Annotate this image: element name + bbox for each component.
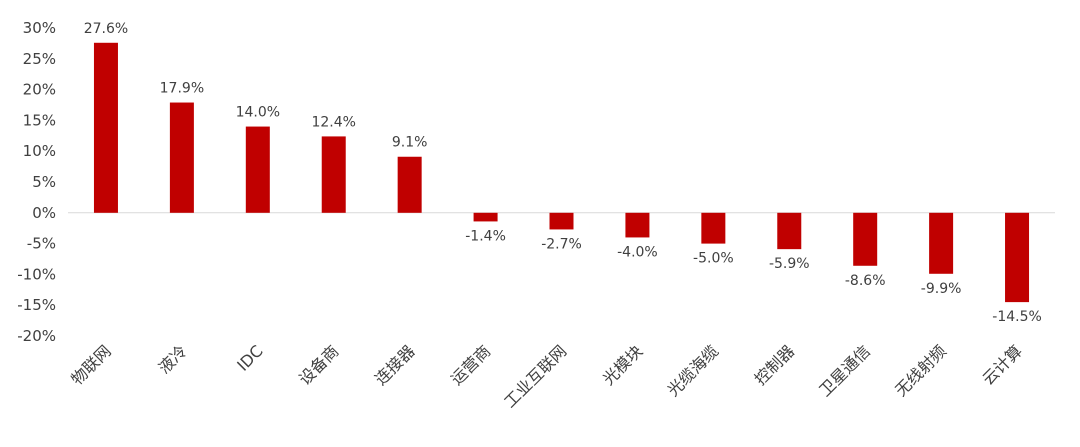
data-label: -14.5% [992, 309, 1042, 325]
category-label: 连接器 [371, 341, 418, 388]
y-tick-label: -15% [17, 296, 56, 314]
category-label: 云计算 [978, 341, 1025, 388]
bar-2 [169, 102, 194, 213]
bar-8 [625, 212, 650, 238]
bar-1 [93, 42, 118, 213]
y-tick-label: 20% [23, 81, 56, 99]
category-label: 液冷 [155, 341, 191, 377]
data-label: -4.0% [617, 244, 658, 260]
bar-7 [549, 212, 574, 230]
y-tick-label: 10% [23, 142, 56, 160]
category-label: 控制器 [751, 341, 798, 388]
y-tick-label: -20% [17, 327, 56, 345]
bar-12 [929, 212, 954, 274]
category-label: 光缆海缆 [663, 341, 722, 400]
category-label: 工业互联网 [500, 341, 570, 411]
bar-4 [321, 136, 346, 213]
data-label: 17.9% [160, 81, 204, 97]
data-label: -9.9% [921, 281, 962, 297]
bar-6 [473, 212, 498, 222]
y-tick-label: 5% [32, 173, 56, 191]
y-tick-label: 15% [23, 111, 56, 129]
bar-13 [1005, 212, 1030, 303]
bar-10 [777, 212, 802, 250]
y-tick-label: -10% [17, 265, 56, 283]
data-label: -2.7% [541, 236, 582, 252]
category-label: 物联网 [67, 341, 114, 388]
bar-5 [397, 156, 422, 213]
data-label: -8.6% [845, 273, 886, 289]
data-label: -5.9% [769, 256, 810, 272]
bar-3 [245, 126, 270, 213]
bar-11 [853, 212, 878, 266]
data-label: -5.0% [693, 251, 734, 267]
data-label: 9.1% [392, 135, 428, 151]
bar-9 [701, 212, 726, 244]
category-label: 卫星通信 [815, 341, 874, 400]
data-label: 14.0% [236, 105, 280, 121]
data-label: -1.4% [465, 228, 506, 244]
category-label: 光模块 [599, 341, 646, 388]
category-label: 设备商 [295, 341, 342, 388]
y-tick-label: 30% [23, 19, 56, 37]
y-tick-label: 25% [23, 50, 56, 68]
data-label: 27.6% [84, 21, 128, 37]
y-tick-label: -5% [27, 235, 56, 253]
data-label: 12.4% [311, 114, 355, 130]
category-label: 运营商 [447, 341, 494, 388]
category-label: IDC [233, 341, 266, 374]
category-label: 无线射频 [891, 341, 950, 400]
y-tick-label: 0% [32, 204, 56, 222]
